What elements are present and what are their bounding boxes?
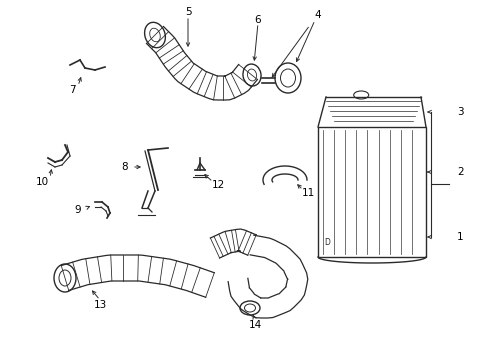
Text: 7: 7	[69, 85, 75, 95]
Text: 4: 4	[315, 10, 321, 20]
Bar	[318, 127, 426, 257]
Text: 9: 9	[74, 205, 81, 215]
Text: 1: 1	[457, 232, 464, 242]
Text: 3: 3	[457, 107, 464, 117]
Text: 8: 8	[122, 162, 128, 172]
Text: 6: 6	[255, 15, 261, 25]
Text: 2: 2	[457, 167, 464, 177]
Text: 10: 10	[35, 177, 49, 187]
Text: 12: 12	[211, 180, 224, 190]
Text: 14: 14	[248, 320, 262, 330]
Text: 11: 11	[301, 188, 315, 198]
Text: 5: 5	[185, 7, 191, 17]
Text: 13: 13	[94, 300, 107, 310]
Text: D: D	[324, 238, 330, 247]
